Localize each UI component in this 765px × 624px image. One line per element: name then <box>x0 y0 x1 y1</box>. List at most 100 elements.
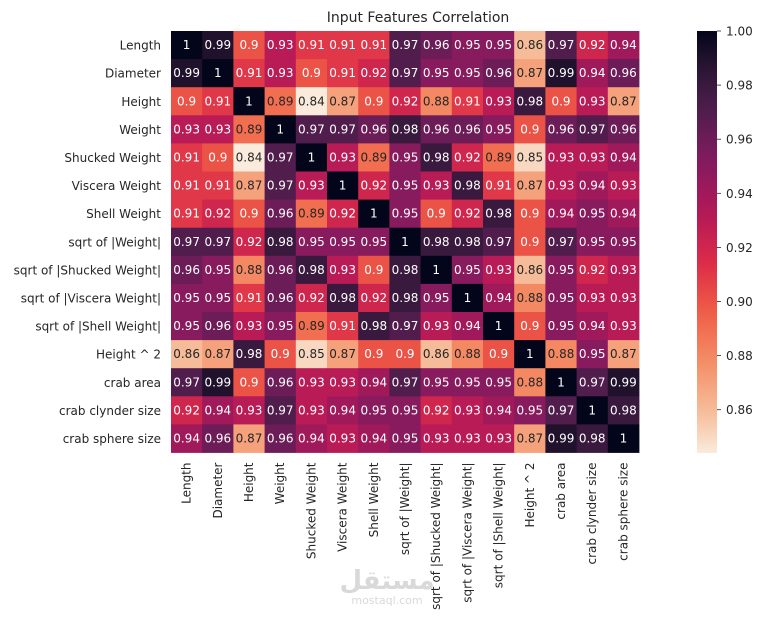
cell-value-label: 0.93 <box>454 431 481 445</box>
cell-value-label: 0.85 <box>516 150 543 164</box>
heatmap-cell <box>514 340 546 369</box>
cell-value-label: 1 <box>214 66 222 80</box>
heatmap-cell <box>295 143 328 172</box>
cell-value-label: 0.97 <box>173 375 200 389</box>
heatmap-cell <box>607 199 640 229</box>
cell-value-label: 0.94 <box>579 319 606 333</box>
cell-value-label: 0.95 <box>360 235 387 249</box>
cell-value-label: 0.86 <box>423 347 450 361</box>
heatmap-cell <box>295 87 328 116</box>
heatmap-cell <box>295 115 328 144</box>
heatmap-cells: 1 0.99 0.9 0.93 0.91 0.91 0.91 0.97 0.96 0.95 0.95… <box>171 31 640 453</box>
colorbar-tick-label: 0.98 <box>726 79 753 93</box>
cell-value-label: 0.91 <box>360 38 387 52</box>
cell-value-label: 0.86 <box>516 263 543 277</box>
heatmap-cell <box>233 396 265 425</box>
heatmap-cell <box>358 143 390 172</box>
cell-value-label: 0.95 <box>173 319 200 333</box>
colorbar-tick-label: 0.92 <box>726 241 753 255</box>
cell-value-label: 0.97 <box>392 375 419 389</box>
cell-value-label: 0.98 <box>485 207 512 221</box>
cell-value-label: 0.95 <box>454 38 481 52</box>
heatmap-cell <box>545 171 577 200</box>
column-label: sqrt of |Shucked Weight| <box>429 463 443 610</box>
heatmap-cell <box>202 255 234 285</box>
heatmap-cell <box>171 424 203 453</box>
heatmap-cell <box>202 59 234 88</box>
heatmap-cell <box>327 199 359 229</box>
cell-value-label: 0.94 <box>485 403 512 417</box>
cell-value-label: 1 <box>588 403 596 417</box>
cell-value-label: 0.9 <box>551 94 570 108</box>
cell-value-label: 0.9 <box>364 94 383 108</box>
heatmap-cell <box>483 396 515 425</box>
heatmap-cell <box>420 115 453 144</box>
heatmap-cell <box>171 396 203 425</box>
cell-value-label: 0.89 <box>236 122 263 136</box>
heatmap-cell <box>264 59 297 88</box>
cell-value-label: 0.87 <box>236 431 263 445</box>
cell-value-label: 0.97 <box>392 319 419 333</box>
heatmap-cell <box>451 340 484 369</box>
column-label: Weight <box>273 462 287 504</box>
heatmap-cell <box>389 340 421 369</box>
cell-value-label: 0.93 <box>548 179 575 193</box>
heatmap-cell <box>451 199 484 229</box>
cell-value-label: 0.94 <box>204 403 231 417</box>
cell-value-label: 0.84 <box>298 94 325 108</box>
cell-value-label: 0.96 <box>204 431 231 445</box>
heatmap-cell <box>514 424 546 453</box>
cell-value-label: 0.89 <box>360 150 387 164</box>
row-label: sqrt of |Viscera Weight| <box>21 291 161 305</box>
cell-value-label: 0.93 <box>454 403 481 417</box>
heatmap-cell <box>483 115 515 144</box>
cell-value-label: 0.93 <box>236 319 263 333</box>
heatmap-cell <box>389 87 421 116</box>
heatmap-cell <box>327 59 359 88</box>
cell-value-label: 0.91 <box>236 291 263 305</box>
cell-value-label: 0.94 <box>173 431 200 445</box>
cell-value-label: 0.93 <box>548 150 575 164</box>
heatmap-cell <box>607 424 640 453</box>
cell-value-label: 0.95 <box>579 207 606 221</box>
column-label: Shucked Weight <box>304 462 318 559</box>
heatmap-cell <box>514 396 546 425</box>
heatmap-cell <box>295 227 328 257</box>
cell-value-label: 0.93 <box>610 179 637 193</box>
heatmap-cell <box>483 424 515 453</box>
column-label: crab sphere size <box>616 463 630 561</box>
cell-value-label: 1 <box>432 263 440 277</box>
heatmap-cell <box>358 87 390 116</box>
cell-value-label: 0.88 <box>516 375 543 389</box>
heatmap-cell <box>451 87 484 116</box>
cell-value-label: 0.98 <box>423 235 450 249</box>
heatmap-cell <box>483 171 515 200</box>
column-label: Height <box>242 462 256 502</box>
row-label: sqrt of |Weight| <box>68 235 161 249</box>
cell-value-label: 0.98 <box>579 431 606 445</box>
cell-value-label: 1 <box>308 150 316 164</box>
cell-value-label: 0.95 <box>579 235 606 249</box>
heatmap-cell <box>607 87 640 116</box>
heatmap-cell <box>264 199 297 229</box>
heatmap-cell <box>358 312 390 341</box>
colorbar-tick-label: 0.90 <box>726 295 753 309</box>
column-label: Shell Weight <box>367 462 381 537</box>
heatmap-cell <box>389 171 421 200</box>
heatmap-cell <box>233 424 265 453</box>
heatmap-cell <box>545 255 577 285</box>
cell-value-label: 0.96 <box>267 291 294 305</box>
heatmap-cell <box>607 255 640 285</box>
cell-value-label: 0.95 <box>485 38 512 52</box>
cell-value-label: 0.96 <box>267 207 294 221</box>
cell-value-label: 0.9 <box>239 375 258 389</box>
heatmap-cell <box>483 227 515 257</box>
cell-value-label: 0.91 <box>329 319 356 333</box>
cell-value-label: 0.87 <box>329 347 356 361</box>
cell-value-label: 0.96 <box>360 122 387 136</box>
cell-value-label: 0.9 <box>520 207 539 221</box>
cell-value-label: 0.86 <box>173 347 200 361</box>
heatmap-cell <box>264 171 297 200</box>
cell-value-label: 0.97 <box>392 66 419 80</box>
cell-value-label: 0.98 <box>392 263 419 277</box>
